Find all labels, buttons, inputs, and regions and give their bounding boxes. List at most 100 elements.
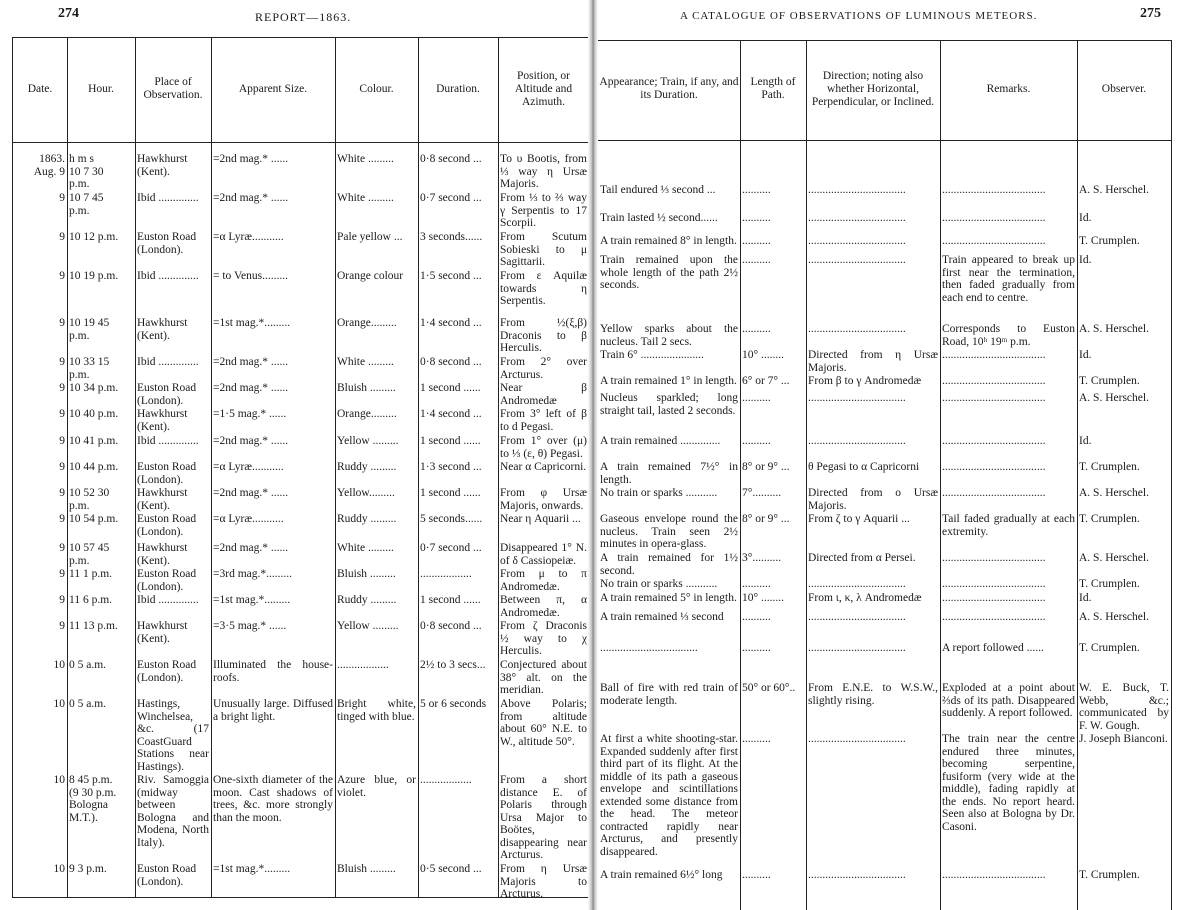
cell-apparent-size: =α Lyræ........... <box>213 513 284 525</box>
cell-colour: Bluish ......... <box>337 568 396 580</box>
cell-remarks: .................................... <box>942 212 1046 224</box>
table-top-rule <box>12 37 588 38</box>
header-observer: Observer. <box>1101 82 1147 95</box>
cell-colour: White ......... <box>337 153 394 165</box>
cell-observer: A. S. Herschel. <box>1079 487 1149 499</box>
cell-duration: 1 second ...... <box>420 435 481 447</box>
cell-length-of-path: .......... <box>742 184 771 196</box>
cell-length-of-path: .......... <box>742 392 771 404</box>
cell-position: Conjectured about 38° alt. on the meridi… <box>500 659 587 696</box>
cell-apparent-size: =2nd mag.* ...... <box>213 192 289 204</box>
cell-observer: Id. <box>1079 254 1092 266</box>
header-length-of-path: Length of Path. <box>750 76 796 101</box>
cell-direction: .................................. <box>808 212 906 224</box>
cell-remarks: Tail faded gradually at each extremity. <box>942 513 1075 538</box>
cell-position: From 3° left of β to d Pegasi. <box>500 408 587 433</box>
header-bottom-rule <box>12 142 588 143</box>
cell-hour: 0 5 a.m. <box>69 659 107 671</box>
cell-appearance: No train or sparks ........... <box>600 487 718 499</box>
cell-position: From ε Aquilæ towards η Serpentis. <box>500 270 587 307</box>
cell-apparent-size: One-sixth diameter of the moon. Cast sha… <box>213 774 333 824</box>
cell-length-of-path: .......... <box>742 642 771 654</box>
cell-date: 9 <box>59 435 65 447</box>
cell-duration: 0·8 second ... <box>420 153 482 165</box>
right-page-number: 275 <box>1140 6 1161 21</box>
cell-hour: 11 6 p.m. <box>69 594 113 606</box>
cell-length-of-path: 10° ........ <box>742 349 784 361</box>
column-rule <box>1077 40 1078 910</box>
cell-duration: 1 second ...... <box>420 487 481 499</box>
cell-appearance: Yellow sparks about the nucleus. Tail 2 … <box>600 323 738 348</box>
cell-colour: White ......... <box>337 192 394 204</box>
cell-place: Euston Road (London). <box>137 461 197 486</box>
cell-direction: .................................. <box>808 435 906 447</box>
cell-date: 9 <box>59 270 65 282</box>
cell-date: 10 <box>53 659 66 671</box>
cell-date: 9 <box>59 356 65 368</box>
cell-observer: Id. <box>1079 592 1092 604</box>
cell-apparent-size: =1·5 mag.* ...... <box>213 408 287 420</box>
cell-direction: From ι, κ, λ Andromedæ <box>808 592 922 604</box>
cell-date: 9 <box>59 192 65 204</box>
cell-remarks: .................................... <box>942 461 1046 473</box>
cell-colour: Yellow......... <box>337 487 395 499</box>
column-rule <box>135 37 136 897</box>
column-rule <box>498 37 499 897</box>
cell-direction: .................................. <box>808 323 906 335</box>
cell-date: 1863. Aug. 9 <box>33 153 65 178</box>
cell-colour: Orange......... <box>337 317 397 329</box>
header-position: Position, or Altitude and Azimuth. <box>514 69 573 108</box>
cell-place: Euston Road (London). <box>137 382 197 407</box>
cell-colour: White ......... <box>337 356 394 368</box>
cell-length-of-path: .......... <box>742 611 771 623</box>
cell-duration: 0·7 second ... <box>420 542 482 554</box>
cell-hour: 11 13 p.m. <box>69 620 118 632</box>
cell-date: 10 <box>53 863 66 875</box>
column-rule <box>418 37 419 897</box>
cell-position: From μ to π Andromedæ. <box>500 568 587 593</box>
column-rule <box>806 40 807 910</box>
cell-colour: Bluish ......... <box>337 382 396 394</box>
cell-apparent-size: =1st mag.*......... <box>213 863 291 875</box>
header-place: Place of Observation. <box>143 76 203 101</box>
cell-colour: Bright white, tinged with blue. <box>337 698 416 723</box>
cell-duration: 3 seconds...... <box>420 231 483 243</box>
cell-direction: From ζ to γ Aquarii ... <box>808 513 910 525</box>
cell-place: Euston Road (London). <box>137 863 197 888</box>
cell-observer: A. S. Herschel. <box>1079 611 1149 623</box>
cell-hour: 8 45 p.m. (9 30 p.m. Bologna M.T.). <box>69 774 117 824</box>
cell-observer: T. Crumplen. <box>1079 235 1140 247</box>
cell-position: From a short distance E. of Polaris thro… <box>500 774 587 861</box>
cell-length-of-path: 8° or 9° ... <box>742 461 790 473</box>
cell-place: Euston Road (London). <box>137 513 197 538</box>
cell-remarks: A report followed ...... <box>942 642 1044 654</box>
cell-remarks: .................................... <box>942 435 1046 447</box>
cell-remarks: Exploded at a point about ⅔ds of its pat… <box>942 682 1075 719</box>
cell-position: From φ Ursæ Majoris, onwards. <box>500 487 587 512</box>
cell-appearance: Train remained upon the whole length of … <box>600 254 738 291</box>
header-hour: Hour. <box>88 82 114 95</box>
cell-duration: 0·7 second ... <box>420 192 482 204</box>
cell-duration: 5 seconds...... <box>420 513 483 525</box>
cell-remarks: Corresponds to Euston Road, 10ʰ 19ᵐ p.m. <box>942 323 1075 348</box>
cell-direction: .................................. <box>808 611 906 623</box>
header-appearance: Appearance; Train, if any, and its Durat… <box>599 76 739 101</box>
cell-position: Above Polaris; from altitude about 60° N… <box>500 698 587 748</box>
cell-place: Euston Road (London). <box>137 659 197 684</box>
cell-observer: W. E. Buck, T. Webb, &c.; communicated b… <box>1079 682 1169 732</box>
cell-direction: θ Pegasi to α Capricorni <box>808 461 920 473</box>
column-rule <box>211 37 212 897</box>
cell-observer: A. S. Herschel. <box>1079 392 1149 404</box>
cell-length-of-path: 7°.......... <box>742 487 782 499</box>
cell-place: Ibid .............. <box>137 435 199 447</box>
cell-hour: h m s 10 7 30 p.m. <box>69 153 104 190</box>
table-top-rule <box>598 40 1172 41</box>
cell-duration: 5 or 6 seconds <box>420 698 487 710</box>
header-duration: Duration. <box>436 82 480 95</box>
cell-observer: Id. <box>1079 349 1092 361</box>
cell-apparent-size: Illuminated the house-roofs. <box>213 659 333 684</box>
cell-length-of-path: .......... <box>742 323 771 335</box>
cell-length-of-path: 50° or 60°.. <box>742 682 796 694</box>
cell-appearance: Nucleus sparkled; long straight tail, la… <box>600 392 738 417</box>
cell-position: Near β Andromedæ <box>500 382 587 407</box>
